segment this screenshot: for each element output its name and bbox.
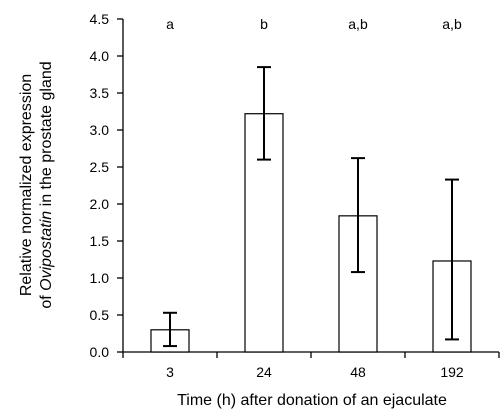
x-tick-label: 48 xyxy=(350,364,366,380)
x-tick-label: 24 xyxy=(256,364,272,380)
error-bars xyxy=(163,66,459,348)
y-tick-label: 3.0 xyxy=(90,122,110,138)
bars xyxy=(150,113,472,353)
y-tick-label: 2.5 xyxy=(90,159,110,175)
y-tick-label: 2.0 xyxy=(90,196,110,212)
significance-label: a,b xyxy=(442,16,462,32)
x-axis-title: Time (h) after donation of an ejaculate xyxy=(177,392,447,409)
x-tick-label: 3 xyxy=(166,364,174,380)
y-tick-label: 4.0 xyxy=(90,48,110,64)
significance-label: a xyxy=(166,16,174,32)
y-tick-label: 0.5 xyxy=(90,307,110,323)
significance-label: a,b xyxy=(348,16,368,32)
significance-label: b xyxy=(260,16,268,32)
y-tick-label: 3.5 xyxy=(90,85,110,101)
y-axis-title-line2: of Ovipostatin in the prostate gland xyxy=(38,61,55,308)
labels: 3 a 24 b 48 a,b 192 a,b xyxy=(166,16,464,380)
y-tick-label: 1.5 xyxy=(90,233,110,249)
y-tick-label: 4.5 xyxy=(90,11,110,27)
y-axis-title-line1: Relative normalized expression xyxy=(18,74,35,296)
y-tick-label: 0.0 xyxy=(90,344,110,360)
y-tick-label: 1.0 xyxy=(90,270,110,286)
x-tick-label: 192 xyxy=(440,364,464,380)
